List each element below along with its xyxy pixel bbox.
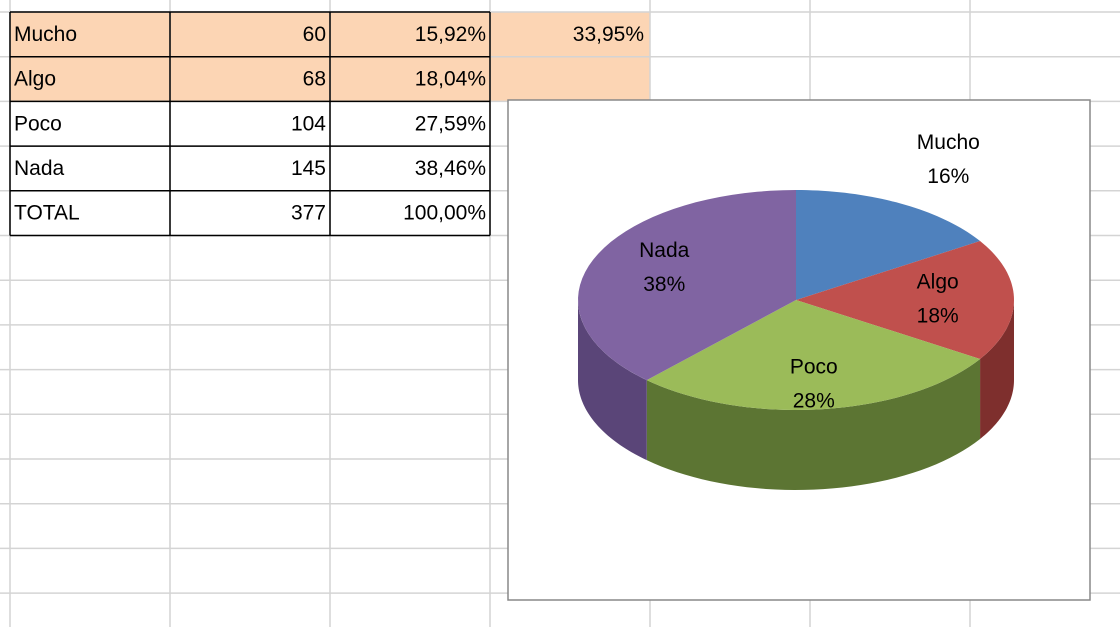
cell-text: 18,04% [415, 68, 486, 91]
cell-text: TOTAL [14, 202, 80, 225]
cell-text: Mucho [14, 23, 77, 46]
slice-label: Poco [790, 356, 838, 379]
pie-slice [578, 190, 796, 381]
pie-side [980, 300, 1014, 439]
cell-text: 104 [291, 112, 326, 135]
pie-sides [578, 300, 1014, 490]
pie-slice [646, 300, 981, 410]
slice-label: Nada [639, 239, 690, 262]
cell-text: 15,92% [415, 23, 486, 46]
slice-label: Mucho [917, 131, 980, 154]
cell-text: 377 [291, 202, 326, 225]
cell-text: Nada [14, 157, 65, 180]
cell-text: 100,00% [403, 202, 486, 225]
cell-text: 68 [303, 68, 326, 91]
cell-text: 60 [303, 23, 326, 46]
cell-text: 27,59% [415, 112, 486, 135]
cell-text: 38,46% [415, 157, 486, 180]
slice-label: Algo [917, 271, 959, 294]
pie-side [646, 358, 981, 490]
cell-text: 145 [291, 157, 326, 180]
cell-text: Algo [14, 68, 56, 91]
pie-slice [796, 190, 981, 300]
slice-value: 28% [793, 390, 835, 413]
cell-text: Poco [14, 112, 62, 135]
slice-value: 16% [927, 165, 969, 188]
pie-side [578, 300, 647, 461]
cell-text: 33,95% [573, 23, 644, 46]
pie-slice [796, 241, 1014, 359]
slice-value: 38% [643, 273, 685, 296]
slice-value: 18% [917, 305, 959, 328]
